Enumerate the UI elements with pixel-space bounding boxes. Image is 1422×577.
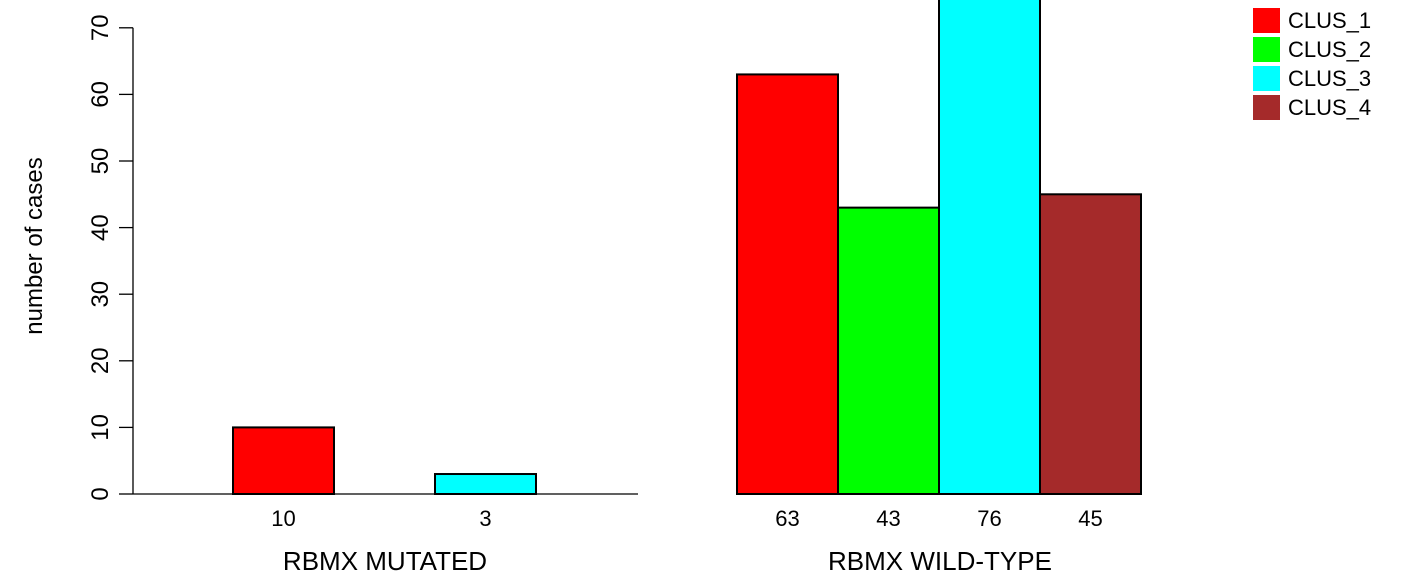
bar-clus_3 — [938, 0, 1041, 496]
bar-value-label: 3 — [479, 506, 491, 531]
bar-clus_4 — [1039, 193, 1142, 496]
legend-swatch-clus_1 — [1253, 8, 1280, 33]
bar-clus_1 — [736, 73, 839, 495]
y-tick-label: 50 — [87, 148, 114, 175]
y-axis-label: number of cases — [21, 157, 48, 334]
y-tick-label: 0 — [87, 487, 114, 500]
bar-clus_2 — [837, 206, 940, 495]
y-tick-label: 40 — [87, 214, 114, 241]
legend-label: CLUS_3 — [1288, 66, 1371, 91]
y-tick-label: 10 — [87, 414, 114, 441]
bar-value-label: 10 — [271, 506, 295, 531]
y-axis: number of cases 0 10 20 30 40 50 60 70 — [21, 14, 134, 501]
group-label: RBMX MUTATED — [283, 546, 487, 576]
group-label: RBMX WILD-TYPE — [828, 546, 1052, 576]
bar-value-label: 43 — [876, 506, 900, 531]
legend: CLUS_1 CLUS_2 CLUS_3 CLUS_4 — [1253, 8, 1371, 120]
legend-label: CLUS_4 — [1288, 95, 1371, 120]
legend-swatch-clus_3 — [1253, 66, 1280, 91]
legend-label: CLUS_1 — [1288, 8, 1371, 33]
bar-clus_3 — [434, 473, 537, 495]
y-tick-label: 60 — [87, 81, 114, 108]
legend-label: CLUS_2 — [1288, 37, 1371, 62]
legend-swatch-clus_4 — [1253, 95, 1280, 120]
bar-value-label: 63 — [775, 506, 799, 531]
bar-value-label: 45 — [1078, 506, 1102, 531]
y-tick-label: 20 — [87, 347, 114, 374]
legend-swatch-clus_2 — [1253, 37, 1280, 62]
group-labels: 10 3 RBMX MUTATED 63 43 76 45 RBMX WILD-TYPE — [271, 506, 1102, 576]
y-tick-label: 30 — [87, 281, 114, 308]
y-tick-label: 70 — [87, 14, 114, 41]
bar-value-label: 76 — [977, 506, 1001, 531]
bar-clus_1 — [232, 426, 335, 495]
plot-area — [133, 0, 1142, 496]
